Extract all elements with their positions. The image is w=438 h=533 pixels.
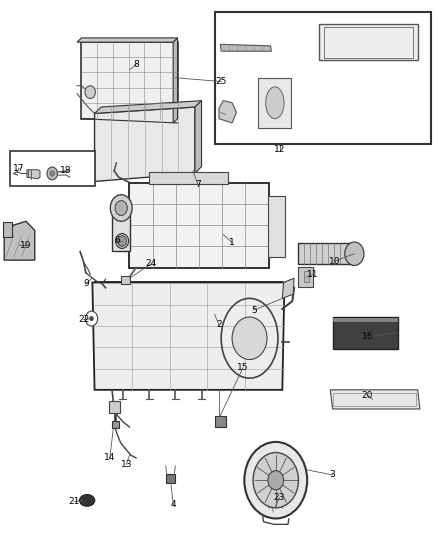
Bar [333, 393, 417, 406]
Bar [121, 276, 131, 284]
Bar [166, 474, 175, 483]
Bar [81, 42, 177, 119]
Text: 18: 18 [60, 166, 71, 175]
Ellipse shape [266, 87, 284, 119]
Bar [112, 421, 119, 428]
Text: 3: 3 [330, 471, 336, 479]
Text: 14: 14 [104, 454, 116, 463]
Polygon shape [92, 282, 285, 390]
Bar [215, 12, 431, 144]
Polygon shape [173, 38, 177, 123]
Text: 13: 13 [121, 460, 132, 469]
Text: 4: 4 [170, 500, 176, 509]
Text: 17: 17 [13, 164, 25, 173]
Text: 7: 7 [195, 180, 201, 189]
Text: 15: 15 [237, 363, 249, 372]
Bar [215, 416, 226, 427]
Ellipse shape [116, 233, 129, 248]
Circle shape [345, 242, 364, 265]
Circle shape [47, 167, 57, 180]
Polygon shape [219, 101, 237, 123]
Text: 5: 5 [251, 305, 257, 314]
Text: 1: 1 [229, 238, 235, 247]
Text: 19: 19 [20, 241, 32, 250]
Polygon shape [95, 101, 201, 114]
Text: 10: 10 [329, 257, 340, 265]
Text: 22: 22 [78, 315, 89, 324]
Polygon shape [4, 221, 35, 260]
Polygon shape [27, 169, 40, 179]
Circle shape [118, 236, 127, 246]
Bar [332, 317, 398, 349]
Text: 2: 2 [216, 320, 222, 329]
Polygon shape [77, 38, 177, 42]
Bar [109, 401, 120, 413]
Bar [324, 27, 413, 58]
Bar [258, 78, 291, 128]
Bar [130, 182, 269, 268]
Circle shape [85, 311, 98, 326]
Circle shape [110, 195, 132, 221]
Text: 6: 6 [115, 237, 120, 246]
Circle shape [50, 171, 54, 176]
Bar [333, 318, 397, 321]
Polygon shape [330, 390, 420, 409]
Text: 24: 24 [146, 260, 157, 268]
Bar [297, 243, 354, 264]
Text: 25: 25 [215, 77, 227, 86]
Circle shape [85, 86, 95, 99]
Bar [304, 271, 309, 282]
Bar [149, 172, 228, 184]
Circle shape [115, 200, 127, 215]
Polygon shape [95, 107, 195, 181]
Polygon shape [297, 266, 313, 287]
Bar [268, 196, 286, 257]
Circle shape [268, 471, 284, 490]
Polygon shape [283, 278, 294, 298]
Text: 8: 8 [133, 60, 139, 69]
Text: 9: 9 [83, 279, 89, 288]
Polygon shape [220, 44, 272, 51]
Polygon shape [195, 101, 201, 173]
Bar [319, 24, 418, 60]
Text: 11: 11 [307, 270, 318, 279]
Text: 20: 20 [362, 391, 373, 400]
Bar [11, 151, 95, 185]
Circle shape [253, 453, 298, 508]
Text: 16: 16 [362, 332, 373, 341]
Circle shape [232, 317, 267, 360]
Text: 23: 23 [274, 493, 285, 502]
Bar [3, 222, 12, 237]
Text: 21: 21 [68, 497, 80, 506]
Circle shape [90, 317, 93, 321]
Text: 12: 12 [275, 145, 286, 154]
Bar [112, 200, 131, 251]
Ellipse shape [80, 495, 95, 506]
Circle shape [244, 442, 307, 519]
